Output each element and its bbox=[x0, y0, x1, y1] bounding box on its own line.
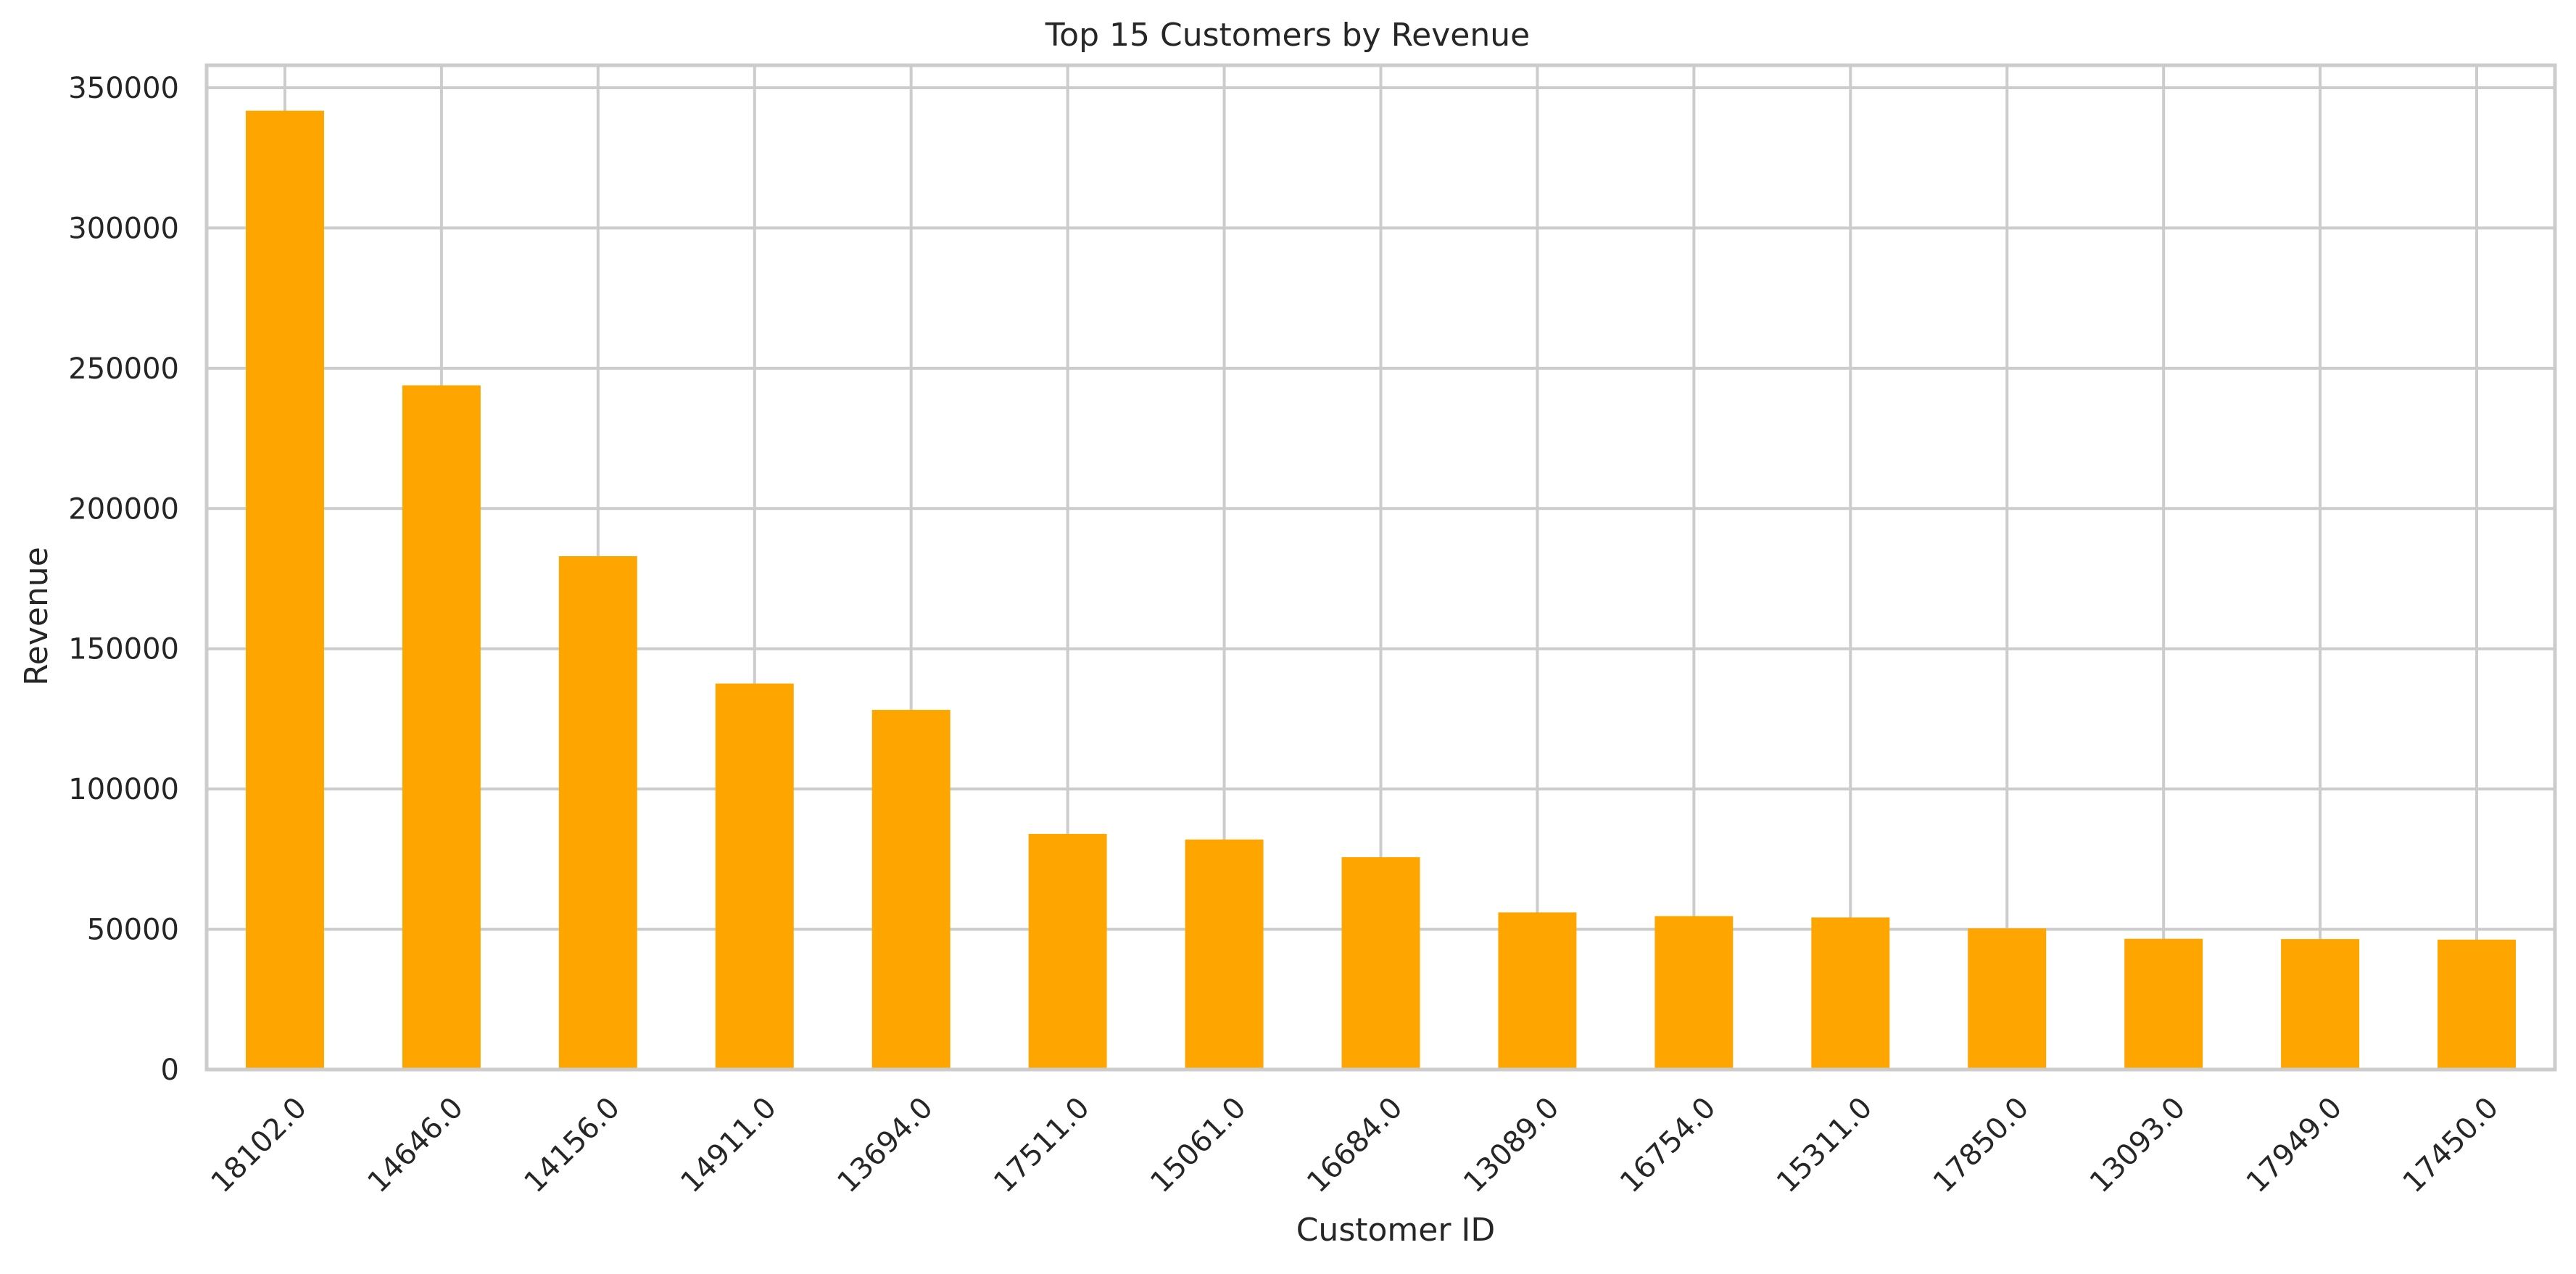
x-tick-label: 14911.0 bbox=[674, 1091, 782, 1199]
bar-14911.0 bbox=[715, 683, 794, 1070]
y-tick-label: 150000 bbox=[68, 633, 179, 666]
y-tick-label: 50000 bbox=[87, 914, 179, 947]
x-tick-label: 17450.0 bbox=[2397, 1091, 2505, 1199]
y-tick-label: 100000 bbox=[68, 773, 179, 806]
x-tick-label: 17949.0 bbox=[2240, 1091, 2348, 1199]
bar-14646.0 bbox=[402, 385, 481, 1070]
x-tick-label: 15061.0 bbox=[1144, 1091, 1252, 1199]
plot-border bbox=[204, 63, 2557, 1072]
bar-14156.0 bbox=[558, 556, 637, 1070]
bar-13089.0 bbox=[1498, 912, 1577, 1070]
y-tick-label: 200000 bbox=[68, 492, 179, 526]
bar-17949.0 bbox=[2281, 939, 2360, 1070]
x-tick-label: 16684.0 bbox=[1301, 1091, 1409, 1199]
x-tick-label: 17850.0 bbox=[1927, 1091, 2035, 1199]
x-tick-label: 14156.0 bbox=[518, 1091, 626, 1199]
y-axis-label: Revenue bbox=[18, 547, 55, 686]
bar-layer bbox=[245, 110, 2517, 1070]
bar-18102.0 bbox=[245, 110, 324, 1070]
bar-13694.0 bbox=[871, 710, 951, 1070]
x-tick-label: 18102.0 bbox=[205, 1091, 313, 1199]
bar-17450.0 bbox=[2438, 939, 2517, 1070]
y-tick-label: 300000 bbox=[68, 212, 179, 245]
bar-15061.0 bbox=[1185, 839, 1264, 1070]
x-tick-labels: 18102.0 14646.0 14156.0 14911.0 13694.0 17511… bbox=[205, 1091, 2506, 1199]
bar-17511.0 bbox=[1028, 834, 1107, 1070]
bar-16684.0 bbox=[1341, 857, 1420, 1070]
bar-13093.0 bbox=[2124, 938, 2203, 1070]
x-tick-label: 13093.0 bbox=[2084, 1091, 2192, 1199]
y-tick-label: 350000 bbox=[68, 72, 179, 105]
chart-title: Top 15 Customers by Revenue bbox=[1045, 17, 1530, 54]
y-tick-label: 250000 bbox=[68, 352, 179, 386]
y-tick-labels: 0 50000 100000 150000 200000 250000 300000 3500… bbox=[68, 72, 179, 1087]
x-tick-label: 15311.0 bbox=[1771, 1091, 1879, 1199]
axes-frame bbox=[204, 63, 2557, 1072]
x-tick-label: 13089.0 bbox=[1457, 1091, 1565, 1199]
x-tick-label: 17511.0 bbox=[987, 1091, 1096, 1199]
bar-16754.0 bbox=[1654, 916, 1734, 1070]
bar-15311.0 bbox=[1811, 917, 1890, 1070]
bar-17850.0 bbox=[1968, 928, 2047, 1070]
x-tick-label: 14646.0 bbox=[361, 1091, 469, 1199]
x-tick-label: 13694.0 bbox=[831, 1091, 939, 1199]
x-tick-label: 16754.0 bbox=[1614, 1091, 1722, 1199]
x-axis-label: Customer ID bbox=[1296, 1212, 1496, 1249]
y-tick-label: 0 bbox=[161, 1054, 179, 1087]
